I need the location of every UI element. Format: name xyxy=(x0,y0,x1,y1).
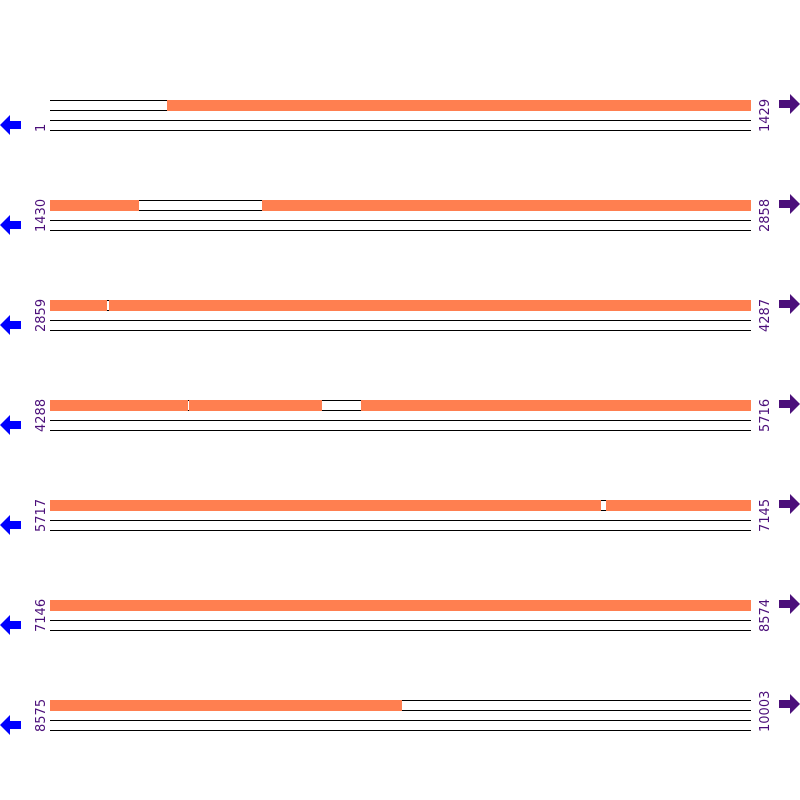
sequence-row: 4288 5716 xyxy=(0,394,800,440)
strand-line xyxy=(50,520,751,521)
arrow-right-icon[interactable] xyxy=(779,693,800,715)
strand-line xyxy=(50,130,751,131)
strand-line xyxy=(50,630,751,631)
sequence-row: 2859 4287 xyxy=(0,294,800,340)
arrow-right-icon[interactable] xyxy=(779,93,800,115)
row-start-label: 8575 xyxy=(34,698,49,732)
strand-line xyxy=(50,230,751,231)
arrow-right-icon[interactable] xyxy=(779,393,800,415)
strand-line xyxy=(50,430,751,431)
arrow-left-icon[interactable] xyxy=(0,514,22,536)
arrow-left-icon[interactable] xyxy=(0,314,22,336)
covered-region xyxy=(261,200,751,211)
arrow-left-icon[interactable] xyxy=(0,714,22,736)
row-end-label: 1429 xyxy=(758,98,773,132)
row-end-label: 4287 xyxy=(758,298,773,332)
strand-line xyxy=(50,320,751,321)
sequence-row: 1 1429 xyxy=(0,94,800,140)
arrow-right-icon[interactable] xyxy=(779,293,800,315)
row-start-label: 1430 xyxy=(34,198,49,232)
strand-line xyxy=(50,720,751,721)
strand-line xyxy=(50,730,751,731)
strand-line xyxy=(50,220,751,221)
covered-region xyxy=(50,600,751,611)
covered-region xyxy=(50,500,601,511)
covered-region xyxy=(189,400,322,411)
covered-region xyxy=(50,300,108,311)
covered-region xyxy=(108,300,751,311)
covered-region xyxy=(606,500,751,511)
covered-region xyxy=(50,700,402,711)
covered-region xyxy=(50,200,139,211)
arrow-right-icon[interactable] xyxy=(779,493,800,515)
sequence-row: 5717 7145 xyxy=(0,494,800,540)
sequence-row: 7146 8574 xyxy=(0,594,800,640)
sequence-row: 1430 2858 xyxy=(0,194,800,240)
row-start-label: 7146 xyxy=(34,598,49,632)
strand-line xyxy=(50,330,751,331)
row-start-label: 2859 xyxy=(34,298,49,332)
row-end-label: 8574 xyxy=(758,598,773,632)
arrow-right-icon[interactable] xyxy=(779,593,800,615)
strand-line xyxy=(50,420,751,421)
covered-region xyxy=(50,400,188,411)
covered-region xyxy=(361,400,751,411)
row-start-label: 5717 xyxy=(34,498,49,532)
row-start-label: 1 xyxy=(34,123,49,132)
strand-line xyxy=(50,620,751,621)
arrow-left-icon[interactable] xyxy=(0,414,22,436)
strand-line xyxy=(50,120,751,121)
row-end-label: 2858 xyxy=(758,198,773,232)
row-start-label: 4288 xyxy=(34,398,49,432)
row-end-label: 10003 xyxy=(758,690,773,732)
strand-line xyxy=(50,530,751,531)
row-end-label: 5716 xyxy=(758,398,773,432)
sequence-row: 8575 10003 xyxy=(0,691,800,740)
arrow-left-icon[interactable] xyxy=(0,114,22,136)
arrow-left-icon[interactable] xyxy=(0,614,22,636)
row-end-label: 7145 xyxy=(758,498,773,532)
arrow-left-icon[interactable] xyxy=(0,214,22,236)
covered-region xyxy=(167,100,751,111)
arrow-right-icon[interactable] xyxy=(779,193,800,215)
